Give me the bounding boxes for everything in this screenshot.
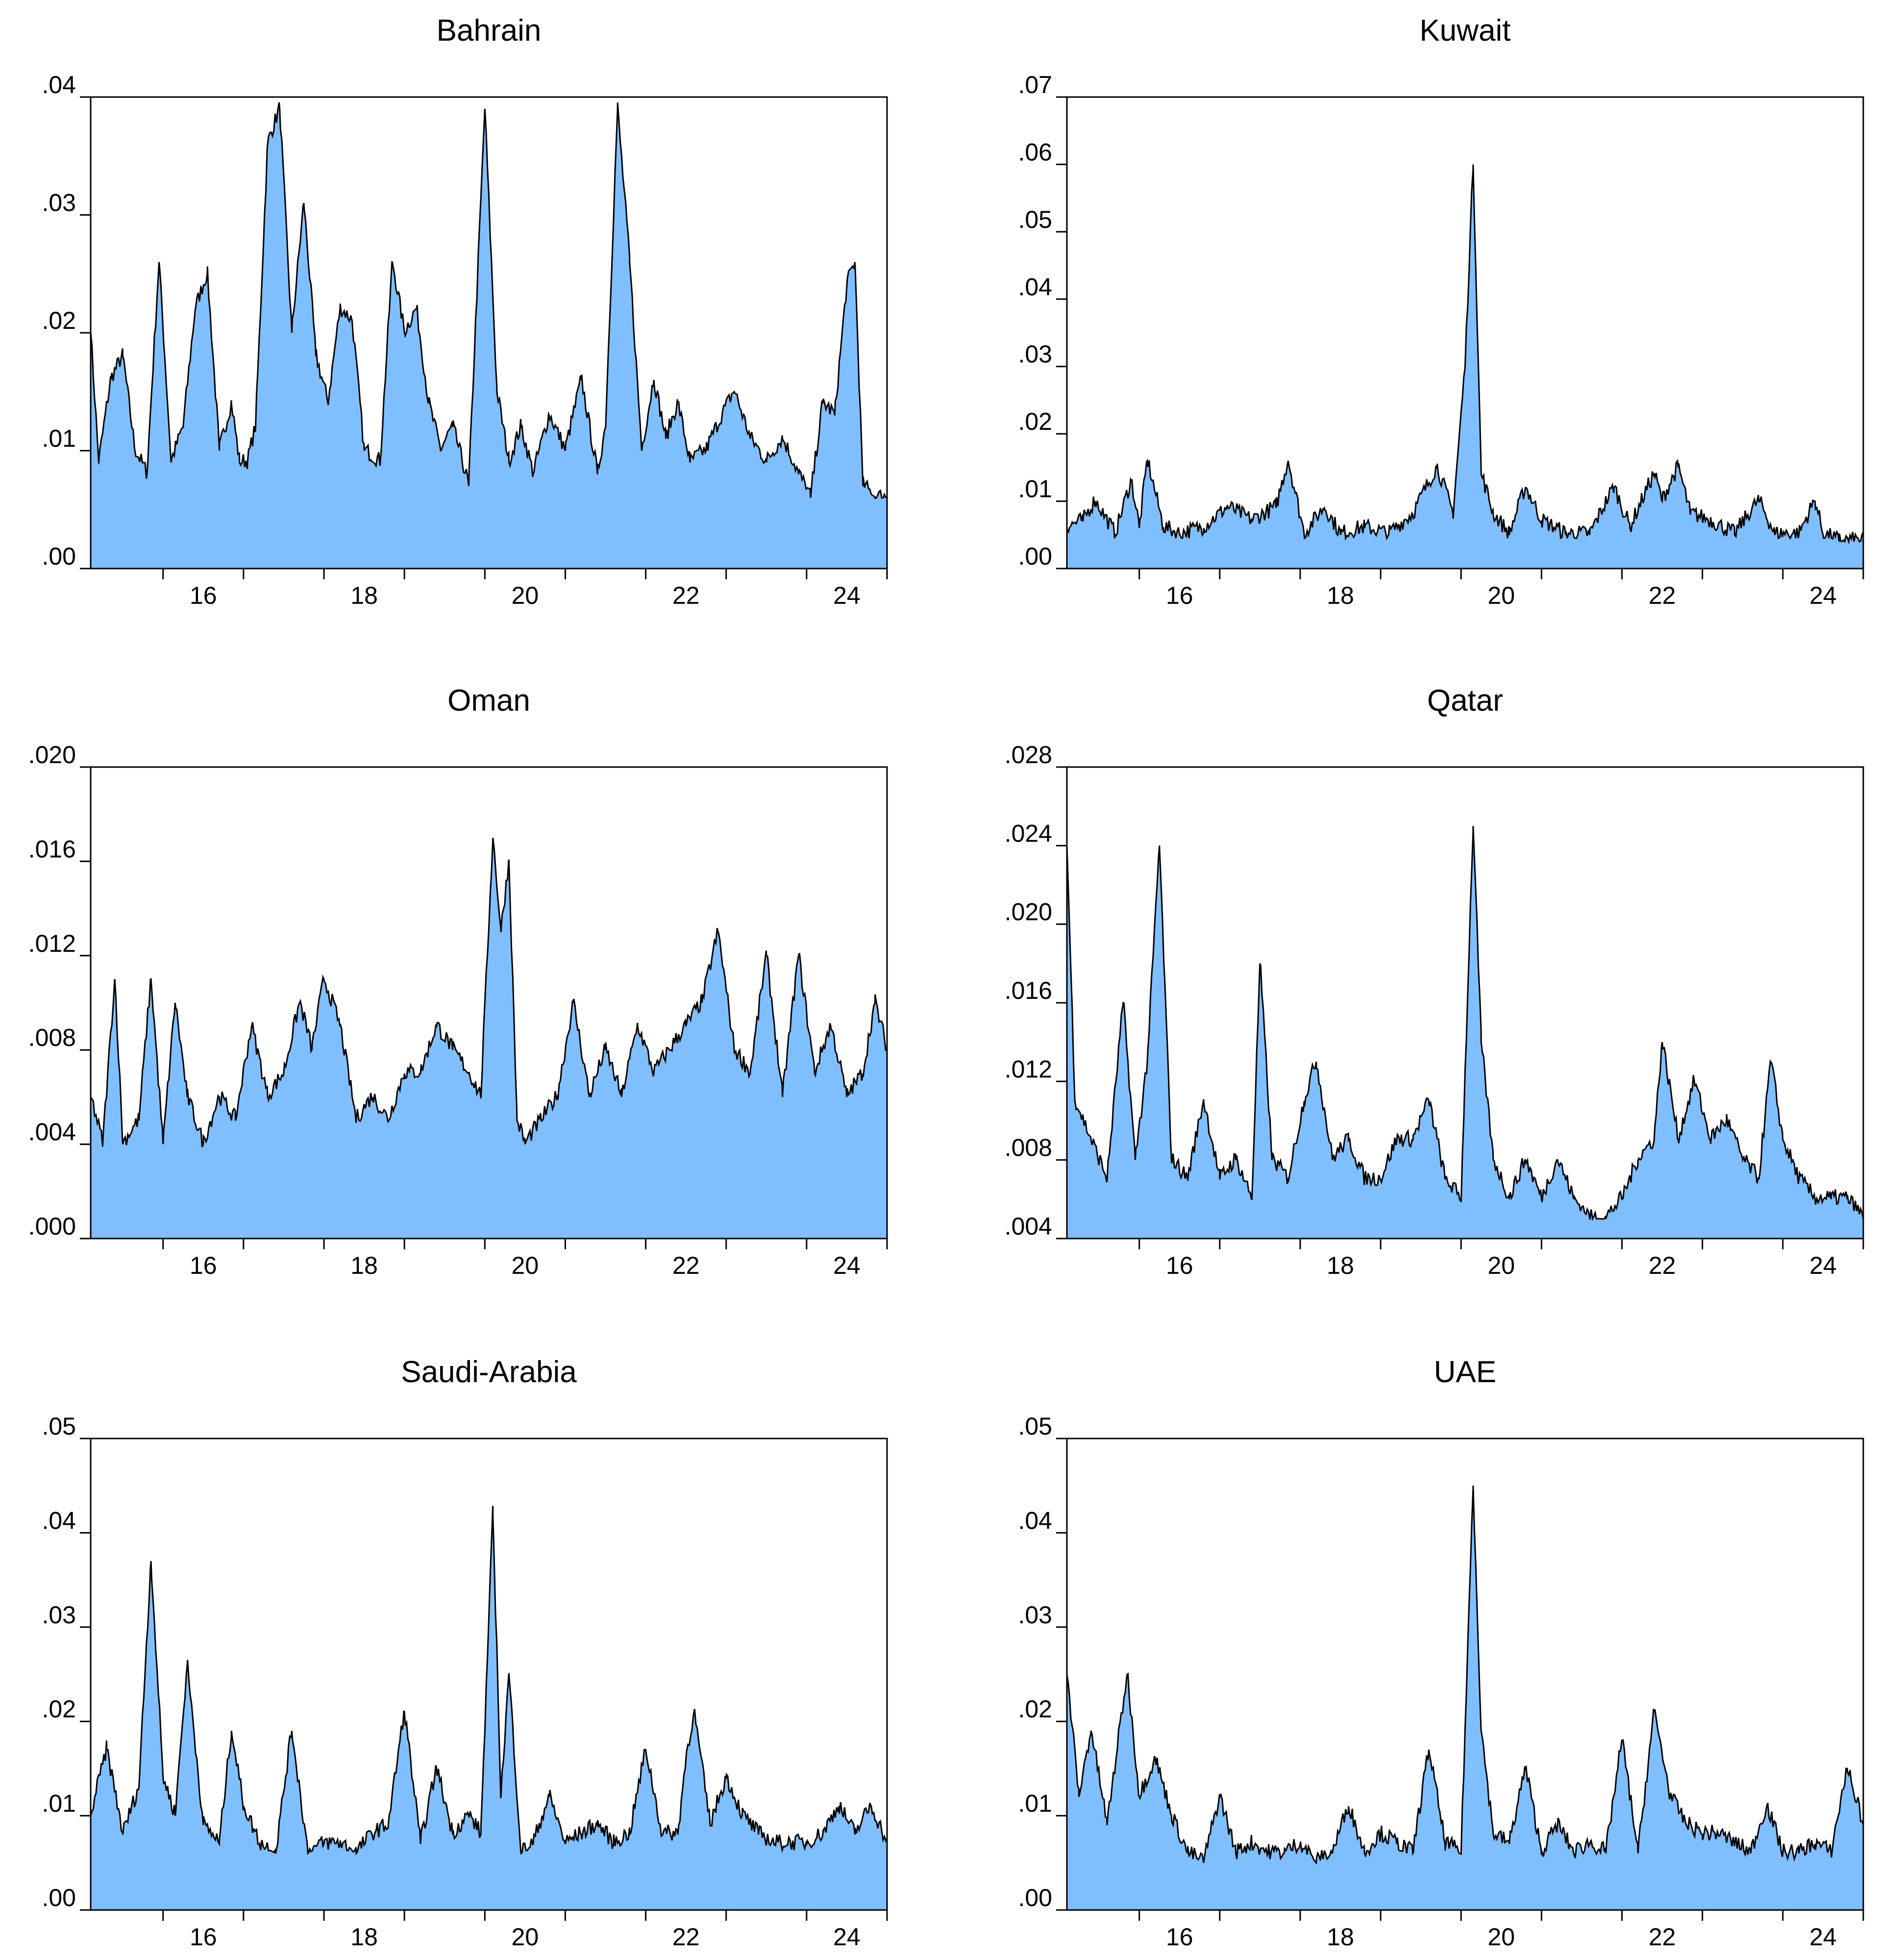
y-tick-label: .01 <box>1018 475 1052 503</box>
plot-frame <box>90 1438 888 1911</box>
x-tick-label: 24 <box>1809 582 1837 609</box>
x-tick-label: 20 <box>512 1252 539 1279</box>
y-tick-label: .01 <box>42 1790 76 1817</box>
y-tick-label: .004 <box>1005 1213 1052 1240</box>
y-tick-label: .07 <box>1018 71 1052 99</box>
y-tick-label: .00 <box>42 1884 76 1911</box>
y-tick-label: .04 <box>1018 1507 1052 1534</box>
x-tick-label: 22 <box>672 1252 700 1279</box>
series-area <box>1067 826 1863 1239</box>
y-tick-label: .028 <box>1005 741 1052 769</box>
panel-bahrain: Bahrain .00 .01 .02 .03 .04 16 18 20 22 24 <box>42 14 888 609</box>
y-tick-label: .03 <box>42 1601 76 1629</box>
series-line <box>1066 164 1864 545</box>
plot-frame <box>1066 96 1864 570</box>
x-tick-label: 20 <box>512 582 539 609</box>
y-tick-label: .05 <box>1018 206 1052 233</box>
y-tick-label: .000 <box>28 1213 76 1240</box>
y-tick-label: .05 <box>42 1413 76 1440</box>
series-area <box>91 1506 887 1910</box>
x-tick-label: 24 <box>1809 1923 1837 1951</box>
y-tick-label: .012 <box>1005 1055 1052 1083</box>
panel-title: Bahrain <box>437 14 542 48</box>
x-tick-label: 18 <box>350 582 378 609</box>
x-tick-label: 22 <box>672 582 700 609</box>
panel-uae: UAE .00 .01 .02 .03 .04 .05 16 18 20 22 24 <box>1018 1355 1864 1951</box>
x-tick-label: 22 <box>1649 582 1676 609</box>
y-tick-label: .02 <box>1018 408 1052 435</box>
y-tick-label: .03 <box>1018 1601 1052 1629</box>
panel-oman: Oman .000 .004 .008 .012 .016 .020 16 18 20 22 24 <box>28 684 888 1279</box>
x-tick-label: 22 <box>1649 1252 1676 1279</box>
y-tick-label: .012 <box>28 930 76 957</box>
panel-title: Kuwait <box>1419 14 1510 48</box>
panel-kuwait: Kuwait .00 .01 .02 .03 .04 .05 .06 .07 16 18 20 22 24 <box>1018 14 1864 609</box>
panel-title: UAE <box>1434 1355 1496 1389</box>
panel-saudi-arabia: Saudi-Arabia .00 .01 .02 .03 .04 .05 16 18 20 22 24 <box>42 1355 888 1951</box>
panel-title: Oman <box>447 684 530 718</box>
x-tick-label: 22 <box>672 1923 700 1951</box>
x-tick-label: 18 <box>1327 582 1354 609</box>
x-tick-label: 22 <box>1649 1923 1676 1951</box>
y-tick-label: .03 <box>1018 341 1052 368</box>
panel-title: Qatar <box>1427 684 1503 718</box>
x-tick-label: 20 <box>1488 1923 1515 1951</box>
y-tick-label: .016 <box>28 835 76 863</box>
y-tick-label: .024 <box>1005 819 1052 847</box>
y-tick-label: .008 <box>28 1024 76 1051</box>
x-tick-label: 24 <box>833 1252 861 1279</box>
series-area <box>91 838 887 1239</box>
x-tick-label: 18 <box>1327 1923 1354 1951</box>
y-tick-label: .00 <box>42 543 76 570</box>
y-tick-label: .004 <box>28 1118 76 1146</box>
x-tick-label: 16 <box>190 1923 217 1951</box>
y-tick-label: .01 <box>1018 1790 1052 1817</box>
y-tick-label: .016 <box>1005 977 1052 1004</box>
y-tick-label: .00 <box>1018 1884 1052 1911</box>
x-tick-label: 18 <box>350 1252 378 1279</box>
panel-title: Saudi-Arabia <box>401 1355 577 1389</box>
series-line <box>90 838 888 1148</box>
series-area <box>91 102 887 569</box>
x-tick-label: 16 <box>1166 1923 1193 1951</box>
y-tick-label: .02 <box>42 307 76 334</box>
y-tick-label: .02 <box>1018 1695 1052 1723</box>
x-tick-label: 16 <box>1166 1252 1193 1279</box>
x-tick-label: 24 <box>833 582 861 609</box>
x-tick-label: 16 <box>190 1252 217 1279</box>
y-tick-label: .03 <box>42 189 76 217</box>
y-tick-label: .020 <box>1005 898 1052 926</box>
series-line <box>1066 1486 1864 1865</box>
y-tick-label: .05 <box>1018 1413 1052 1440</box>
x-tick-label: 20 <box>1488 582 1515 609</box>
y-tick-label: .00 <box>1018 543 1052 570</box>
x-tick-label: 18 <box>350 1923 378 1951</box>
x-tick-label: 24 <box>1809 1252 1837 1279</box>
y-tick-label: .04 <box>42 71 76 99</box>
series-area <box>1067 1486 1863 1910</box>
series-line <box>1066 826 1864 1221</box>
panel-qatar: Qatar .004 .008 .012 .016 .020 .024 .028 16 18 20 2… <box>1005 684 1864 1279</box>
series-area <box>1067 164 1863 569</box>
y-tick-label: .020 <box>28 741 76 769</box>
x-tick-label: 18 <box>1327 1252 1354 1279</box>
plot-frame <box>90 766 888 1240</box>
plot-frame <box>1066 1438 1864 1911</box>
x-tick-label: 24 <box>833 1923 861 1951</box>
x-tick-label: 16 <box>190 582 217 609</box>
y-tick-label: .02 <box>42 1695 76 1723</box>
x-tick-label: 16 <box>1166 582 1193 609</box>
y-tick-label: .01 <box>42 425 76 452</box>
y-tick-label: .04 <box>1018 273 1052 300</box>
x-tick-label: 20 <box>512 1923 539 1951</box>
x-tick-label: 20 <box>1488 1252 1515 1279</box>
y-tick-label: .008 <box>1005 1134 1052 1162</box>
y-tick-label: .04 <box>42 1507 76 1534</box>
y-tick-label: .06 <box>1018 138 1052 166</box>
series-line <box>90 1506 888 1856</box>
series-line <box>90 102 888 500</box>
